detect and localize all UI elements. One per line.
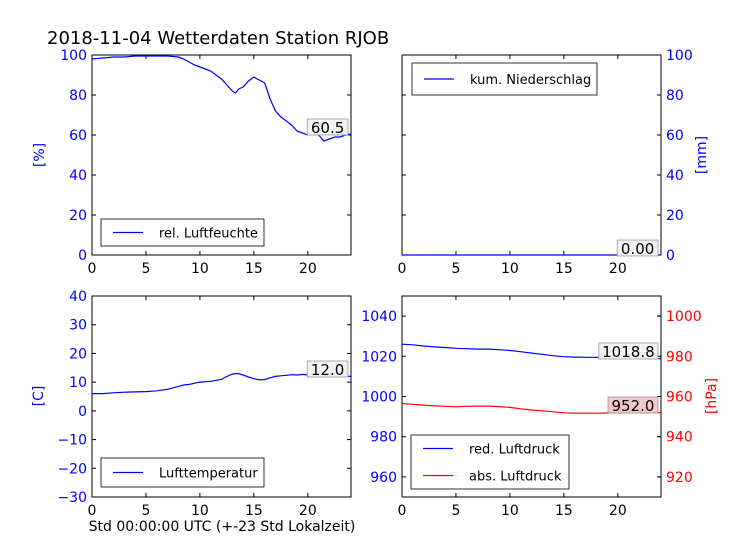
- x-tick-label: 15: [555, 503, 573, 519]
- last-value-box: [598, 342, 659, 360]
- y-right-tick-label: 1000: [666, 309, 702, 325]
- y-tick-label: 0: [78, 248, 87, 264]
- y-tick-label: 100: [666, 48, 693, 64]
- y-tick-label: 1020: [361, 349, 397, 365]
- y-tick-label: 80: [666, 88, 684, 104]
- last-value-label: 952.0: [612, 397, 655, 415]
- last-value-label: 60.5: [311, 119, 344, 137]
- last-value-label: 12.0: [311, 361, 344, 379]
- y-right-tick-label: 940: [666, 430, 693, 446]
- last-value-box: [306, 118, 349, 136]
- y-tick-label: 40: [666, 168, 684, 184]
- y-tick-label: 60: [666, 128, 684, 144]
- y-tick-label: 100: [60, 48, 87, 64]
- legend-label: rel. Luftfeuchte: [159, 227, 258, 242]
- x-tick-label: 0: [88, 261, 97, 277]
- x-tick-label: 20: [609, 261, 627, 277]
- y-tick-label: −30: [57, 490, 87, 506]
- x-tick-label: 0: [398, 503, 407, 519]
- chart-panel-3: 0 5 10 15 20 −30 −20 −10 0 10 20 30 40 [C] 12.0 Lufttem…: [31, 289, 352, 519]
- x-tick-label: 15: [555, 261, 573, 277]
- x-tick-label: 20: [299, 503, 317, 519]
- legend-label: abs. Luftdruck: [469, 470, 562, 485]
- x-tick-label: 5: [451, 503, 460, 519]
- chart-panel-1: 0 5 10 15 20 0 20 40 60 80 100 [%] 60.5 rel. Luftfeuc…: [32, 48, 352, 277]
- y-tick-label: 960: [370, 470, 397, 486]
- x-tick-label: 20: [299, 261, 317, 277]
- y-tick-label: 1000: [361, 390, 397, 406]
- y-tick-label: 20: [69, 208, 87, 224]
- legend-label: red. Luftdruck: [469, 443, 560, 458]
- x-tick-label: 5: [451, 261, 460, 277]
- last-value-box: [607, 396, 659, 414]
- y-right-tick-label: 980: [666, 349, 693, 365]
- y-tick-label: 20: [666, 208, 684, 224]
- x-tick-label: 0: [398, 261, 407, 277]
- x-tick-label: 20: [609, 503, 627, 519]
- figure-title: 2018-11-04 Wetterdaten Station RJOB: [47, 28, 389, 49]
- y-tick-label: 1040: [361, 309, 397, 325]
- last-value-box: [616, 239, 659, 257]
- y-tick-label: 30: [69, 318, 87, 334]
- y-tick-label: −20: [57, 461, 87, 477]
- y-right-tick-label: 960: [666, 390, 693, 406]
- y-tick-label: −10: [57, 433, 87, 449]
- x-tick-label: 10: [501, 503, 519, 519]
- y-tick-label: 0: [78, 404, 87, 420]
- y-tick-label: 40: [69, 168, 87, 184]
- last-value-box: [306, 360, 349, 378]
- x-tick-label: 10: [501, 261, 519, 277]
- y-axis-label: [hPa]: [704, 378, 720, 414]
- x-tick-label: 10: [191, 503, 209, 519]
- last-value-label: 0.00: [621, 240, 654, 258]
- x-tick-label: 5: [141, 261, 150, 277]
- y-tick-label: 80: [69, 88, 87, 104]
- y-axis-label: [C]: [31, 386, 47, 407]
- y-tick-label: 20: [69, 346, 87, 362]
- y-tick-label: 980: [370, 430, 397, 446]
- x-tick-label: 0: [88, 503, 97, 519]
- y-tick-label: 10: [69, 375, 87, 391]
- legend-box: [410, 434, 570, 490]
- y-axis-label: [mm]: [694, 136, 710, 174]
- last-value-label: 1018.8: [602, 343, 655, 361]
- legend-label: Lufttemperatur: [159, 467, 258, 482]
- chart-panel-4: 0 5 10 15 20 960 980 1000 1020 1040 920 940 960 980 10…: [361, 295, 720, 519]
- y-right-tick-label: 920: [666, 470, 693, 486]
- x-tick-label: 5: [141, 503, 150, 519]
- x-tick-label: 15: [245, 261, 263, 277]
- chart-panel-2: 0 5 10 15 20 0 20 40 60 80 100 [mm] 0.00 kum. Nieders…: [398, 48, 710, 277]
- legend-label: kum. Niederschlag: [470, 73, 591, 88]
- y-tick-label: 60: [69, 128, 87, 144]
- y-tick-label: 40: [69, 289, 87, 305]
- x-tick-label: 10: [191, 261, 209, 277]
- y-tick-label: 0: [666, 248, 675, 264]
- y-axis-label: [%]: [32, 143, 48, 167]
- x-axis-label: Std 00:00:00 UTC (+-23 Std Lokalzeit): [89, 519, 356, 535]
- x-tick-label: 15: [245, 503, 263, 519]
